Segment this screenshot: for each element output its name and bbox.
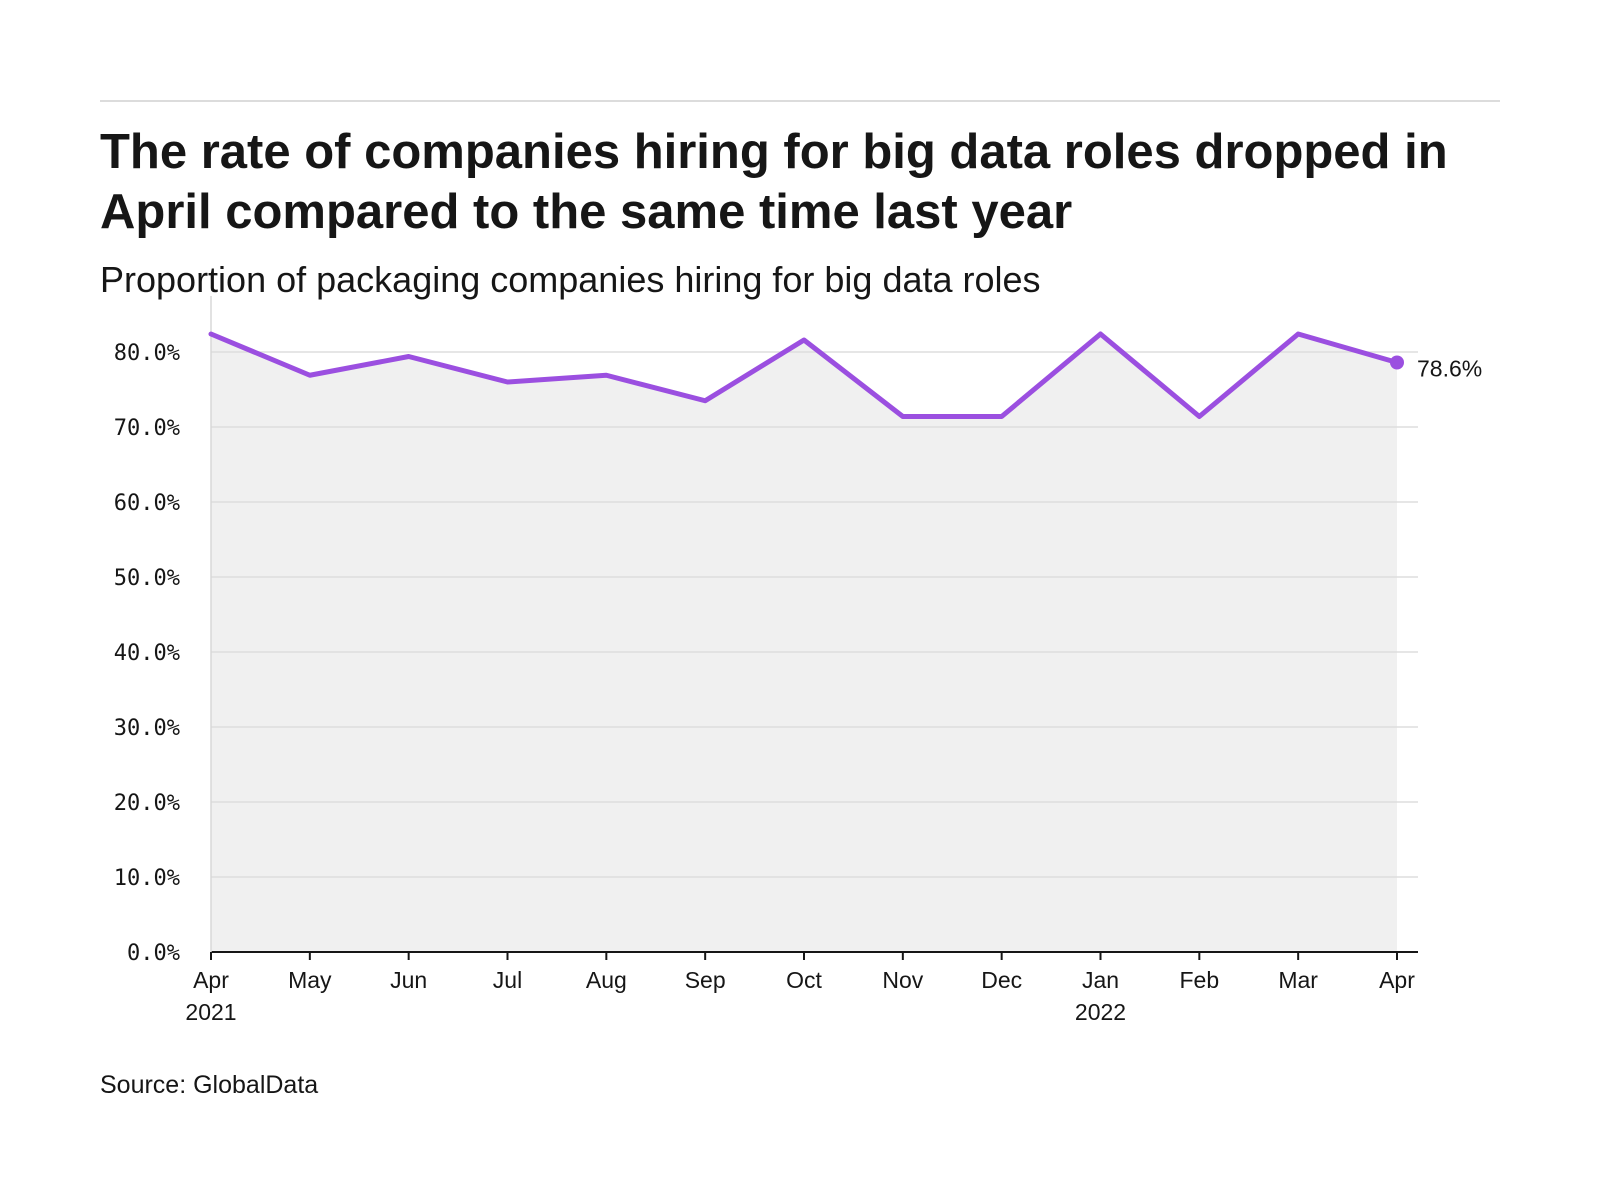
y-tick-label-40: 40.0%	[114, 641, 180, 666]
y-tick-label-30: 30.0%	[114, 716, 180, 741]
y-tick-label-60: 60.0%	[114, 491, 180, 516]
y-tick-label-0: 0.0%	[127, 941, 180, 966]
area-layer	[211, 334, 1397, 952]
x-tick-year-0: 2021	[185, 999, 236, 1025]
x-tick-label-2: Jun	[390, 967, 427, 993]
x-tick-label-3: Jul	[493, 967, 522, 993]
end-value-label: 78.6%	[1417, 356, 1482, 382]
x-tick-label-5: Sep	[685, 967, 726, 993]
y-tick-label-10: 10.0%	[114, 866, 180, 891]
source-note: Source: GlobalData	[100, 1071, 319, 1099]
chart-subtitle: Proportion of packaging companies hiring…	[100, 259, 1041, 300]
x-tick-year-9: 2022	[1075, 999, 1126, 1025]
top-rule	[100, 100, 1500, 102]
axis-layer	[210, 296, 1418, 960]
x-tick-label-8: Dec	[981, 967, 1022, 993]
grid-layer	[211, 351, 1418, 878]
x-tick-label-4: Aug	[586, 967, 627, 993]
line-layer	[208, 331, 1404, 419]
x-tick-label-7: Nov	[882, 967, 923, 993]
end-point-marker	[1390, 355, 1404, 370]
x-tick-label-10: Feb	[1180, 967, 1220, 993]
area-fill	[211, 334, 1397, 952]
x-tick-label-9: Jan	[1082, 967, 1119, 993]
x-tick-label-6: Oct	[786, 967, 822, 993]
y-tick-label-20: 20.0%	[114, 791, 180, 816]
x-tick-label-0: Apr	[193, 967, 229, 993]
y-tick-label-70: 70.0%	[114, 416, 180, 441]
series-line	[208, 331, 1400, 419]
label-layer: 0.0% 10.0% 20.0% 30.0% 40.0% 50.0% 60.0% 70.0% 8…	[114, 341, 1482, 1025]
y-tick-label-50: 50.0%	[114, 566, 180, 591]
x-tick-label-12: Apr	[1379, 967, 1415, 993]
chart-title: The rate of companies hiring for big dat…	[100, 125, 1448, 239]
x-tick-label-11: Mar	[1278, 967, 1318, 993]
x-tick-label-1: May	[288, 967, 332, 993]
y-tick-label-80: 80.0%	[114, 341, 180, 366]
